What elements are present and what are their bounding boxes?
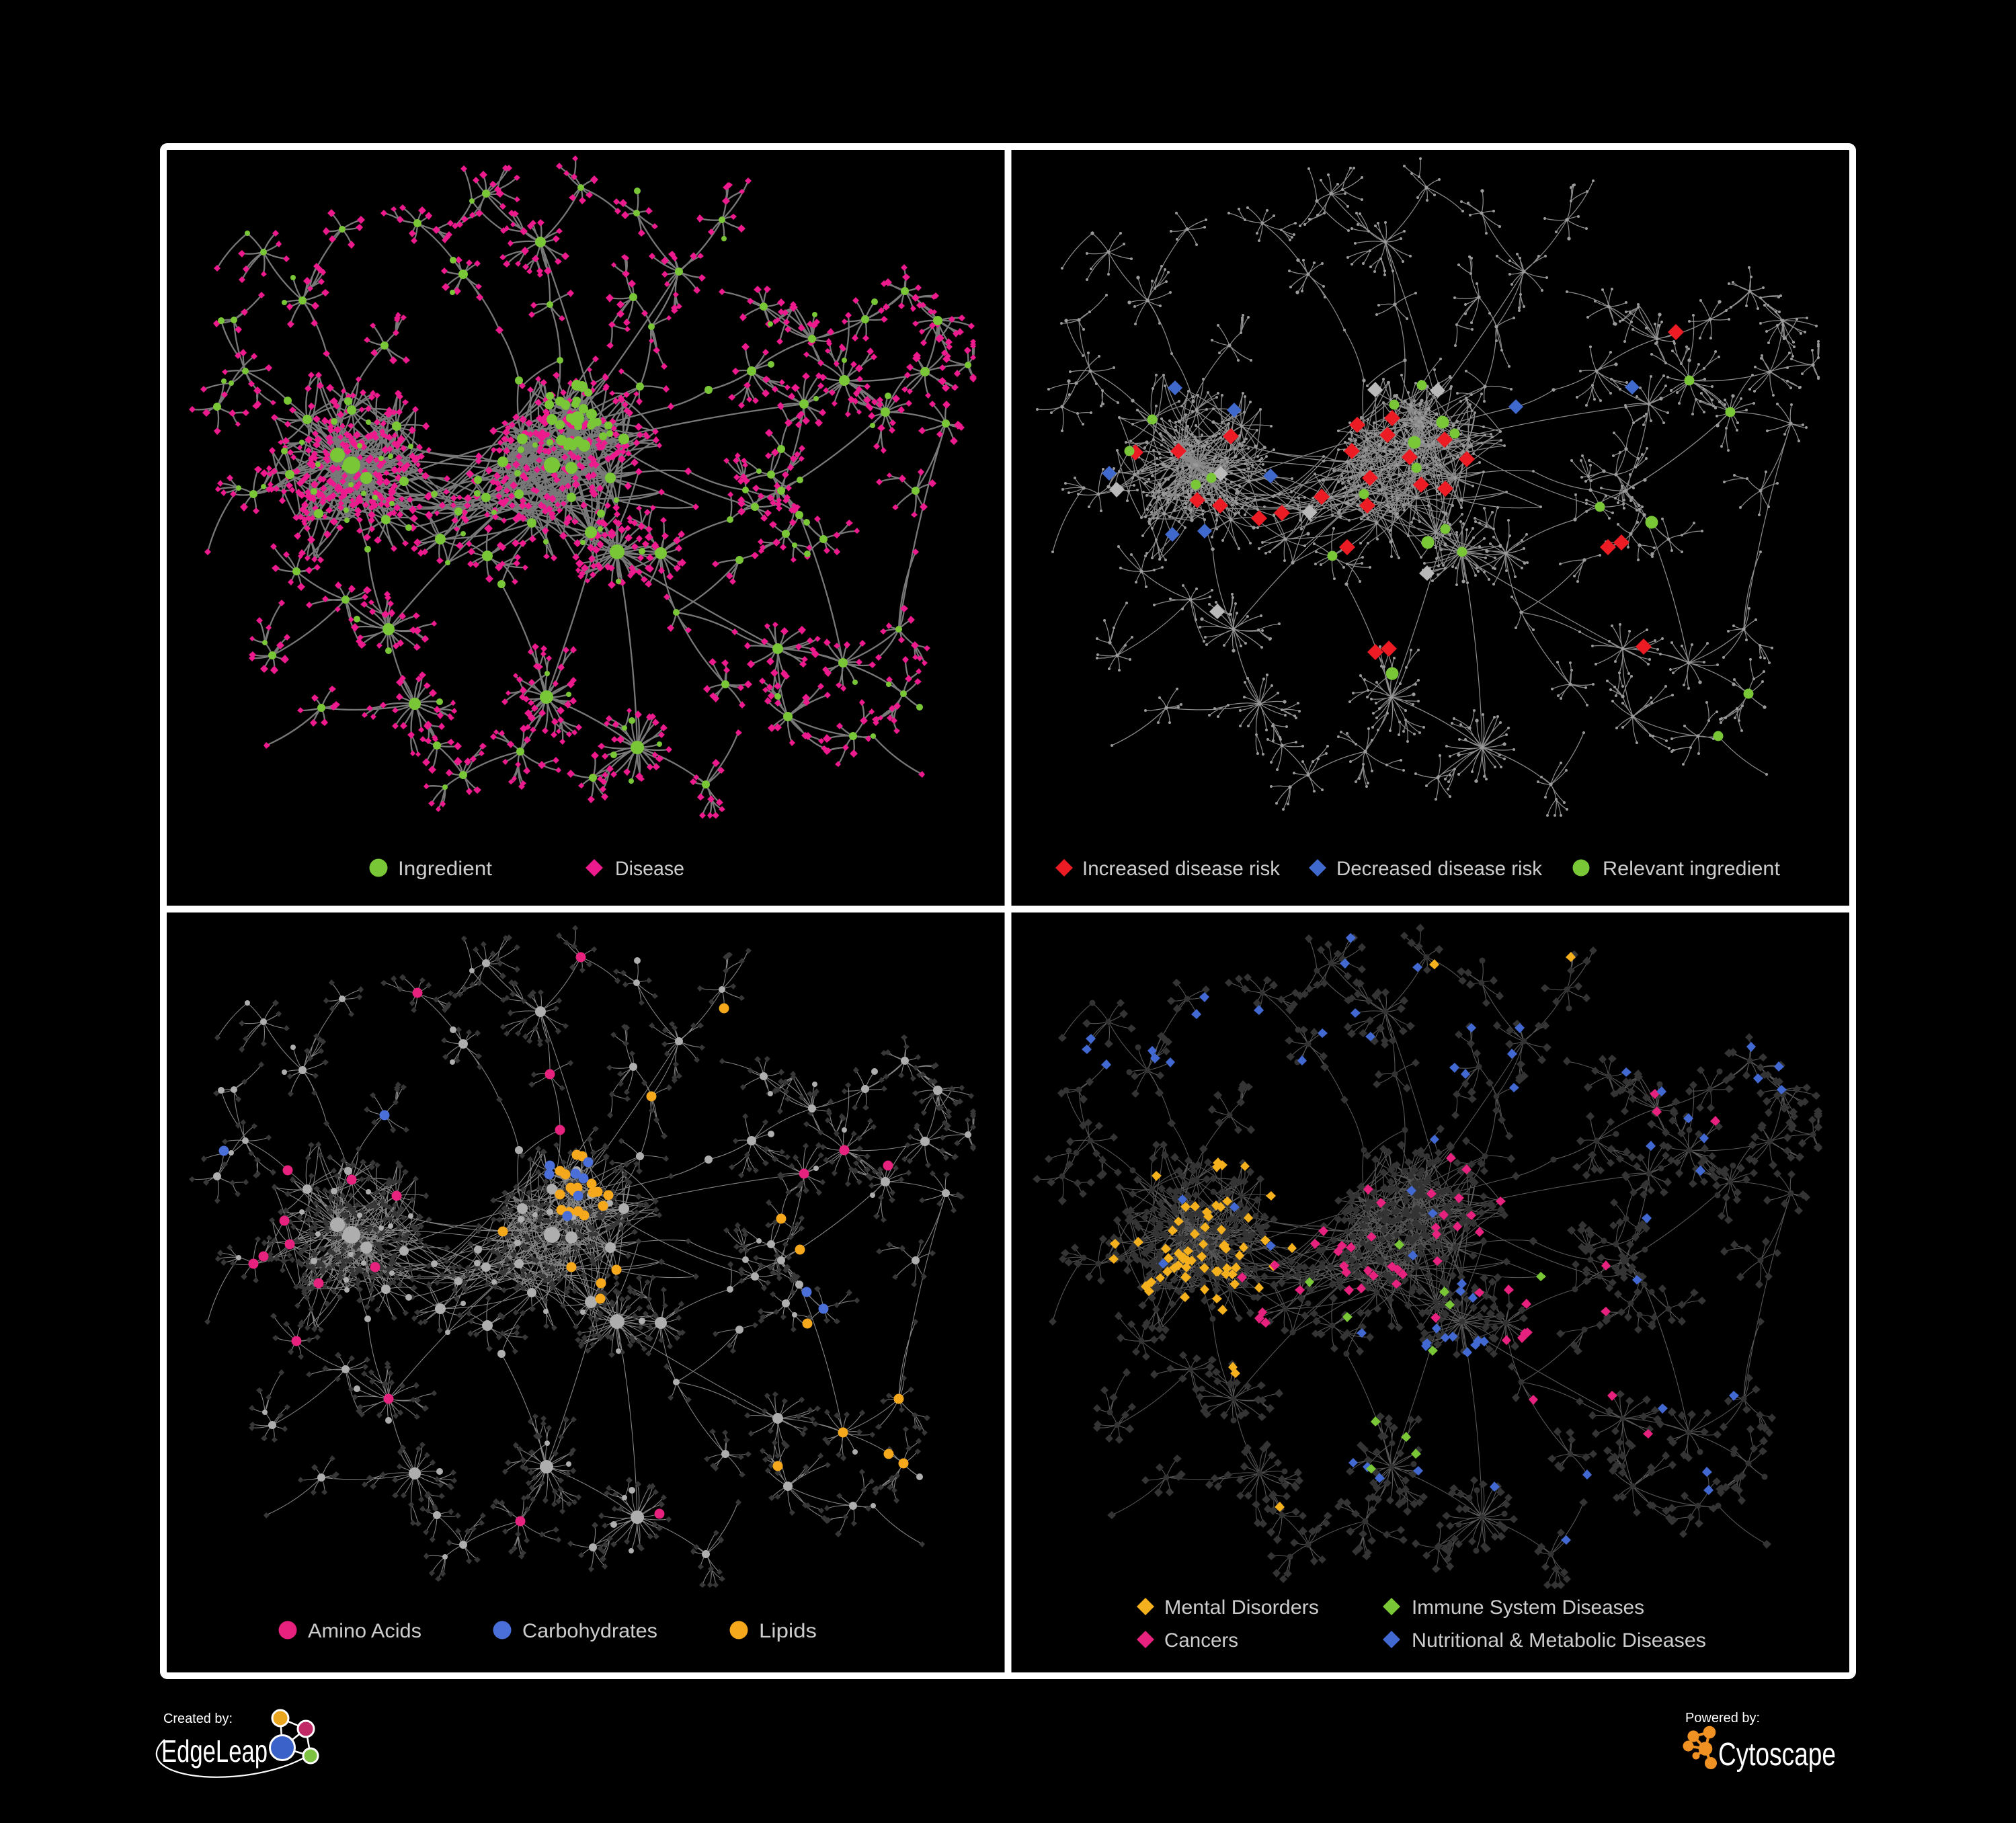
svg-text:Nutritional & Metabolic Diseas: Nutritional & Metabolic Diseases	[1412, 1629, 1706, 1652]
svg-text:EdgeLeap: EdgeLeap	[161, 1734, 268, 1769]
svg-text:Mental Disorders: Mental Disorders	[1164, 1596, 1319, 1619]
svg-text:Ingredient: Ingredient	[398, 858, 493, 880]
svg-text:Powered by:: Powered by:	[1685, 1711, 1760, 1726]
svg-text:Cytoscape: Cytoscape	[1718, 1737, 1836, 1773]
svg-text:Disease: Disease	[615, 858, 684, 880]
svg-text:Created by:: Created by:	[163, 1711, 233, 1726]
svg-text:Decreased disease risk: Decreased disease risk	[1336, 858, 1543, 880]
svg-text:Lipids: Lipids	[759, 1620, 817, 1642]
svg-text:Increased disease risk: Increased disease risk	[1082, 858, 1281, 880]
svg-text:Relevant ingredient: Relevant ingredient	[1603, 858, 1781, 880]
svg-text:Immune System Diseases: Immune System Diseases	[1412, 1596, 1644, 1619]
svg-text:Carbohydrates: Carbohydrates	[522, 1620, 657, 1642]
svg-text:Cancers: Cancers	[1164, 1629, 1238, 1652]
svg-text:Amino Acids: Amino Acids	[308, 1620, 421, 1642]
